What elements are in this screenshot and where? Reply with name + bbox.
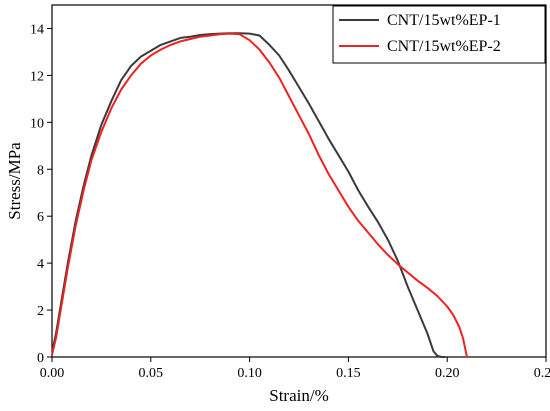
y-tick-label: 2 (37, 304, 44, 319)
plot-frame (51, 4, 547, 358)
y-tick-label: 10 (30, 116, 44, 131)
legend: CNT/15wt%EP-1 CNT/15wt%EP-2 (332, 5, 546, 64)
y-tick-label: 4 (37, 257, 44, 272)
x-tick-label: 0.15 (336, 366, 361, 381)
y-axis: 0 2 4 6 8 10 12 14 (30, 22, 52, 366)
x-axis-title: Strain/% (269, 386, 329, 405)
x-tick-label: 0.25 (534, 366, 550, 381)
x-axis: 0.00 0.05 0.10 0.15 0.20 0.25 (40, 357, 550, 381)
legend-box (332, 5, 546, 64)
x-tick-label: 0.10 (237, 366, 262, 381)
series-lines (51, 32, 468, 358)
y-axis-title: Stress/MPa (5, 142, 24, 220)
y-tick-label: 12 (30, 69, 44, 84)
x-tick-label: 0.00 (40, 366, 65, 381)
y-tick-label: 14 (30, 22, 44, 37)
legend-label-series-2: CNT/15wt%EP-2 (387, 38, 501, 55)
x-tick-label: 0.05 (139, 366, 164, 381)
series-line-1 (51, 32, 446, 358)
legend-label-series-1: CNT/15wt%EP-1 (387, 12, 501, 29)
x-tick-label: 0.20 (435, 366, 460, 381)
y-tick-label: 0 (37, 351, 44, 366)
y-tick-label: 8 (37, 163, 44, 178)
y-tick-label: 6 (37, 210, 44, 225)
series-line-2 (51, 32, 468, 358)
